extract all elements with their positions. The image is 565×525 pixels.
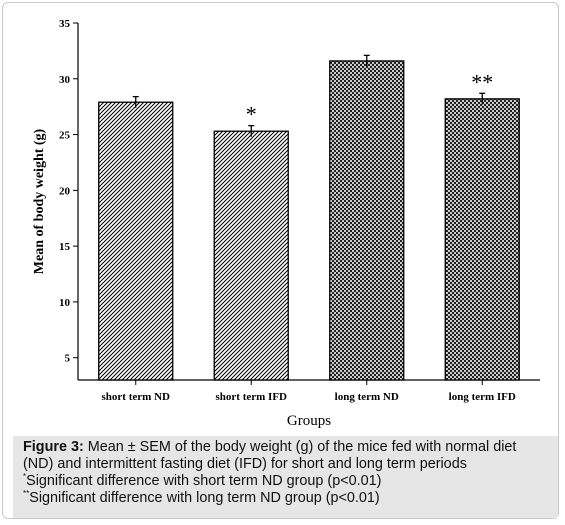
y-tick-label: 35 <box>59 18 71 30</box>
figure-frame: 5 10 15 20 25 30 35 short term ND short term IF… <box>2 2 559 519</box>
figure-label: Figure 3: <box>23 439 84 455</box>
bar <box>213 130 289 381</box>
note-1-mark: * <box>23 472 27 481</box>
y-axis-label: Mean of body weight (g) <box>32 128 47 274</box>
caption-note-2: **Significant difference with long term … <box>23 490 548 507</box>
note-2-text: Significant difference with long term ND… <box>29 490 380 506</box>
y-tick-label: 15 <box>59 241 71 253</box>
note-1-text: Significant difference with short term N… <box>26 473 382 489</box>
x-axis: short term ND short term IFD long term ND l… <box>78 379 540 403</box>
x-tick-label: short term IFD <box>216 391 288 403</box>
caption-main: Figure 3: Mean ± SEM of the body weight … <box>23 439 548 473</box>
x-axis-label: Groups <box>287 413 331 429</box>
caption-text: Mean ± SEM of the body weight (g) of the… <box>23 439 517 472</box>
y-tick-label: 20 <box>59 185 71 197</box>
significance-marker: * <box>246 102 257 127</box>
note-2-mark: ** <box>23 489 30 498</box>
significance-marker: ** <box>471 69 493 94</box>
x-tick-label: short term ND <box>102 391 170 403</box>
bar <box>444 98 520 381</box>
bars: *** <box>98 54 520 381</box>
y-tick-label: 30 <box>59 74 71 86</box>
figure-caption: Figure 3: Mean ± SEM of the body weight … <box>13 436 558 518</box>
x-tick-label: long term IFD <box>449 391 516 403</box>
y-tick-label: 5 <box>65 353 71 365</box>
bar-chart: 5 10 15 20 25 30 35 short term ND short term IF… <box>32 18 540 429</box>
y-axis: 5 10 15 20 25 30 35 <box>59 18 79 380</box>
bar <box>98 101 174 381</box>
chart-area: 5 10 15 20 25 30 35 short term ND short term IF… <box>13 13 558 435</box>
x-tick-label: long term ND <box>335 391 399 403</box>
caption-note-1: *Significant difference with short term … <box>23 473 548 490</box>
y-tick-label: 10 <box>59 297 71 309</box>
axis-labels: Groups Mean of body weight (g) <box>32 128 331 429</box>
bar <box>329 60 405 381</box>
y-tick-label: 25 <box>59 130 71 142</box>
